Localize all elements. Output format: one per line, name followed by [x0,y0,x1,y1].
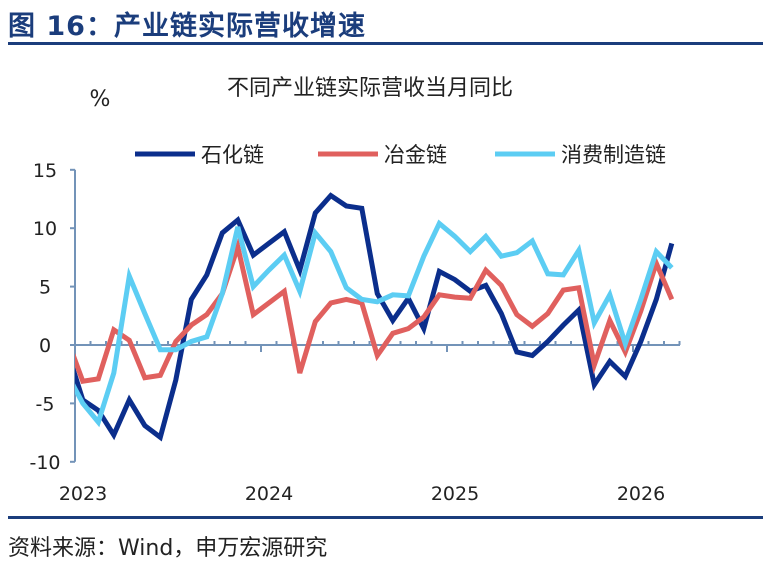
legend: 石化链 冶金链 消费制造链 [135,143,666,167]
series-line-1 [75,192,675,442]
legend-label: 冶金链 [384,143,447,167]
series-line-3 [75,219,674,428]
y-axis-unit: % [90,87,111,112]
footer-rule [8,516,763,519]
title-rule [8,42,763,45]
y-tick-label: 5 [39,277,51,299]
legend-label: 石化链 [201,143,264,167]
x-tick-label: 2025 [431,483,479,505]
y-tick-label: -5 [36,393,55,415]
y-tick-label: 10 [33,218,57,240]
series-lines [75,192,675,442]
x-tick-label: 2023 [59,483,107,505]
series-line-2 [75,237,675,384]
y-tick-label: -10 [29,452,60,474]
legend-label: 消费制造链 [561,143,666,167]
figure-title: 图 16：产业链实际营收增速 [8,11,366,42]
x-tick-label: 2024 [245,483,293,505]
source-note: 资料来源：Wind，申万宏源研究 [8,536,328,561]
y-tick-label: 15 [33,160,57,182]
axes: 15 10 5 0 -5 -10 2023 2024 2025 2026 [29,160,681,505]
x-tick-label: 2026 [617,483,665,505]
chart-title: 不同产业链实际营收当月同比 [227,76,513,101]
y-tick-label: 0 [39,335,51,357]
